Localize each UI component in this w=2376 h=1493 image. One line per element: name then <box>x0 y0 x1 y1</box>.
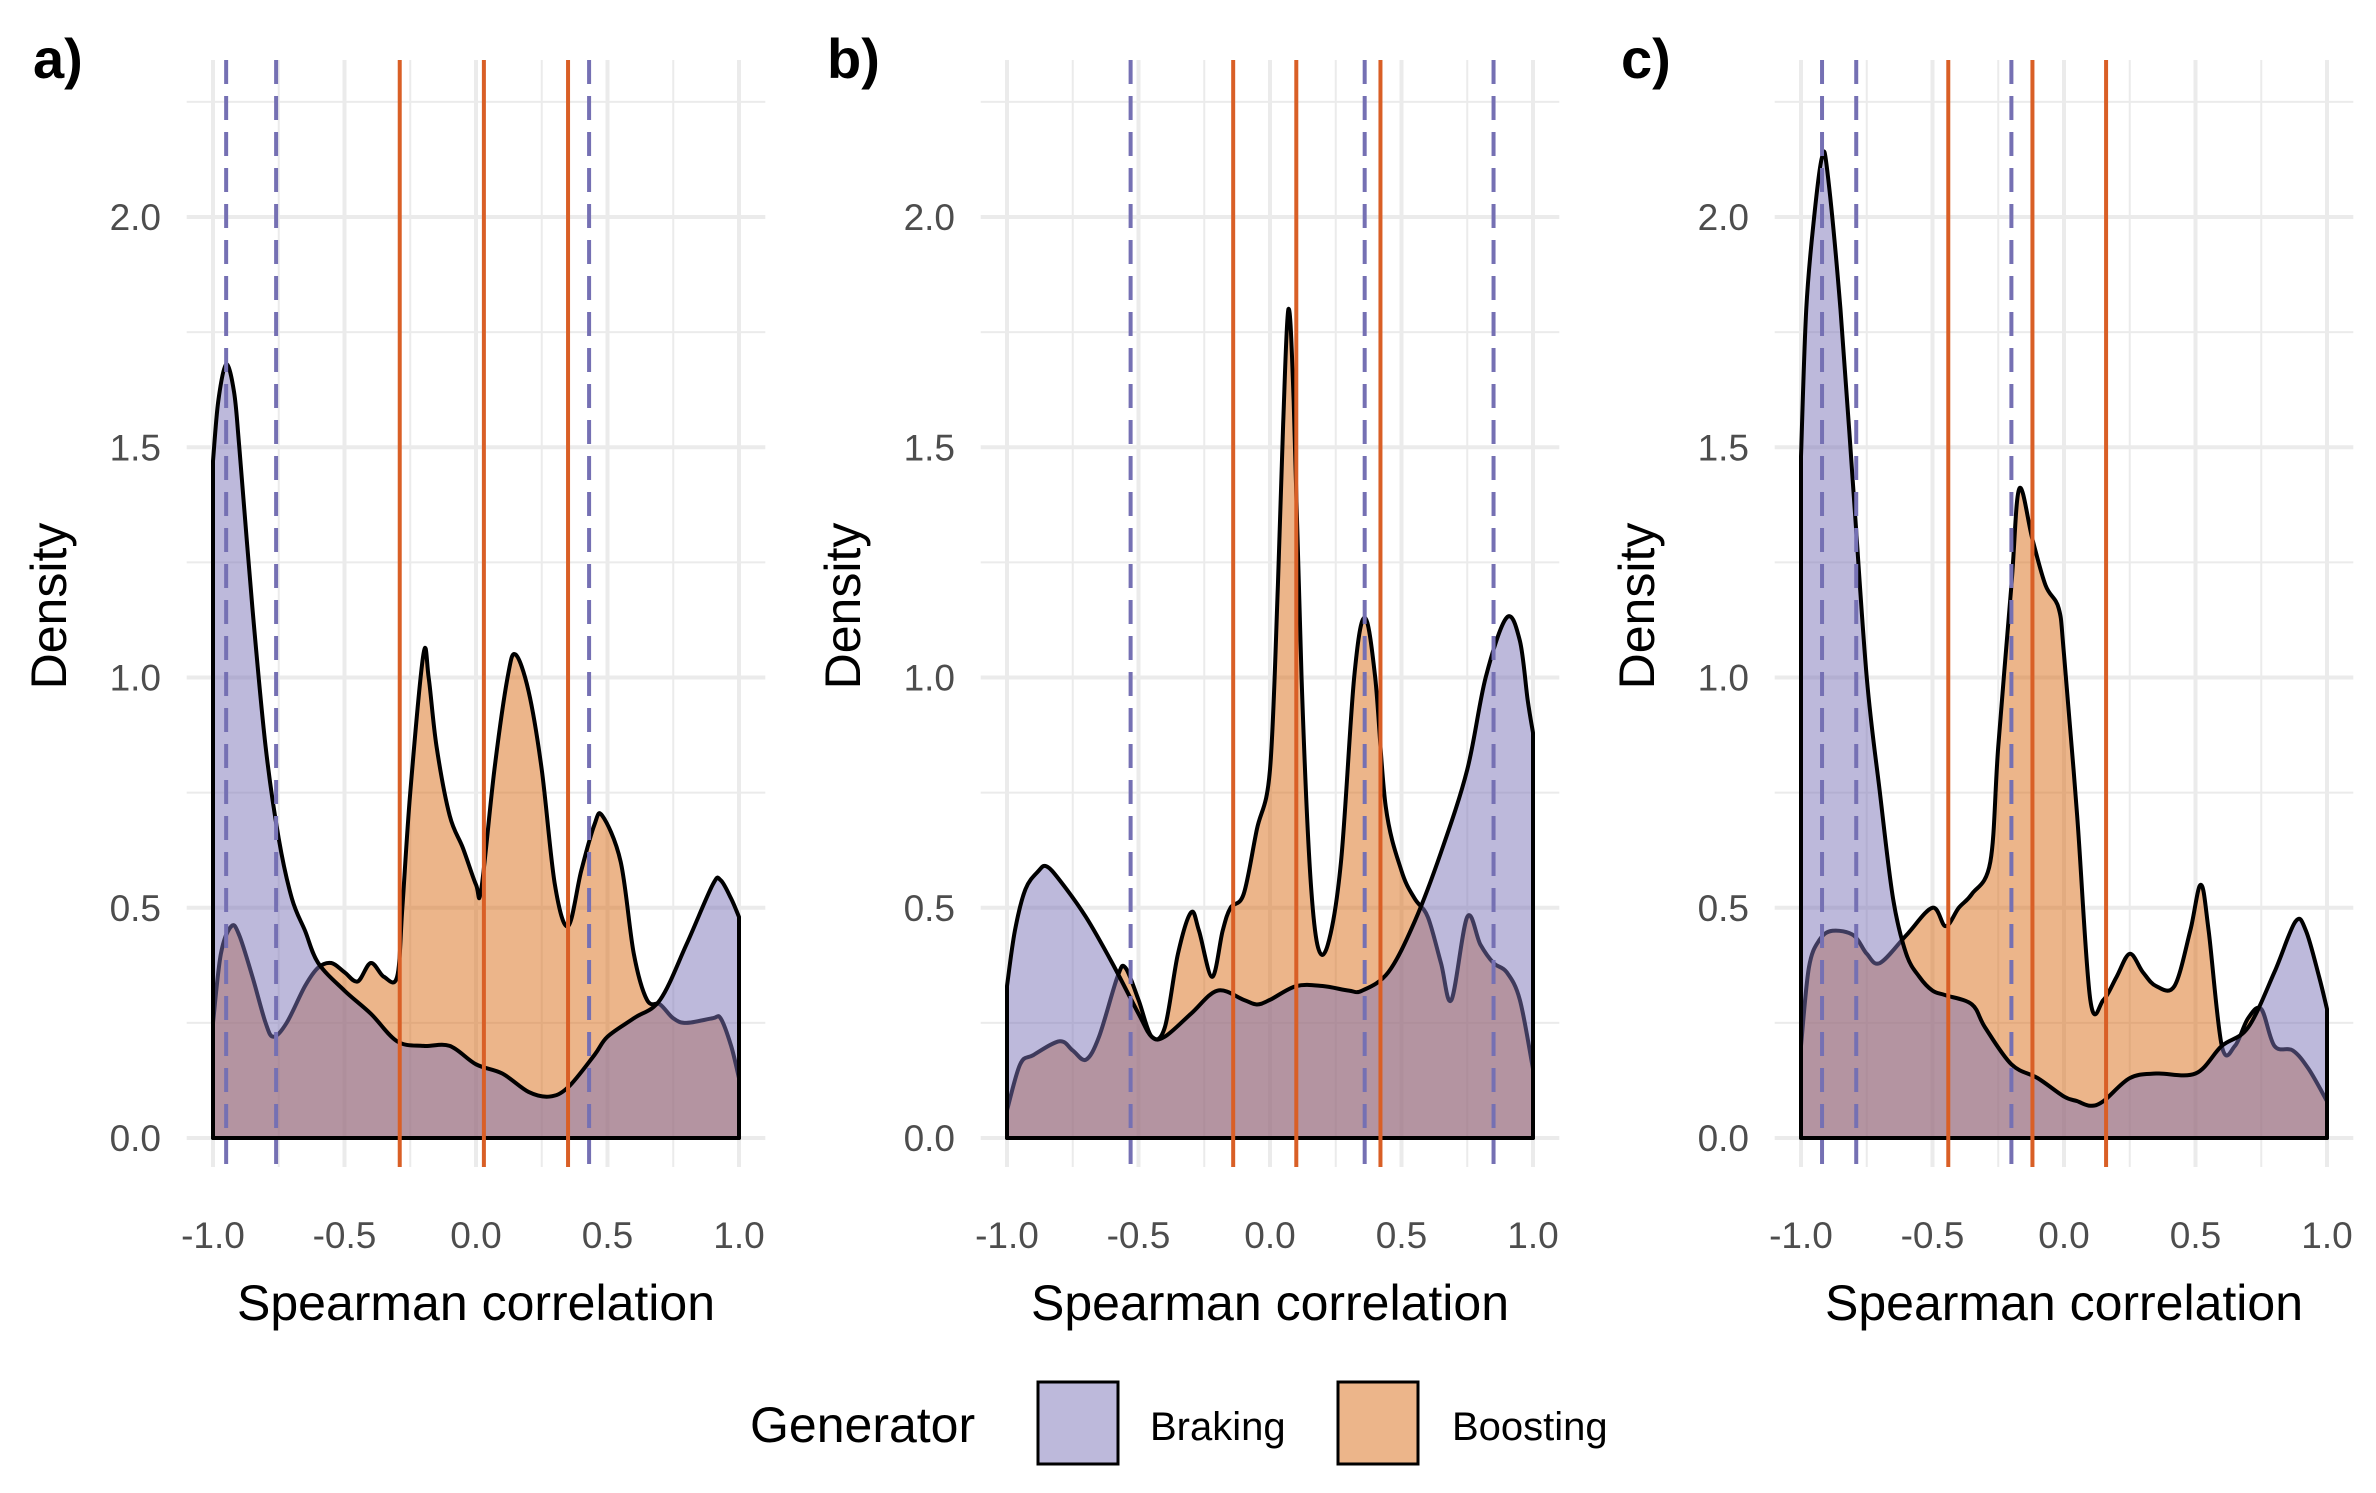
x-tick-label: 1.0 <box>1507 1215 1558 1256</box>
panel-label: b) <box>827 27 880 90</box>
y-axis-title: Density <box>815 523 871 690</box>
x-tick-label: 0.5 <box>1376 1215 1427 1256</box>
y-tick-label: 1.0 <box>1698 658 1749 699</box>
x-tick-label: -1.0 <box>1769 1215 1833 1256</box>
x-tick-label: -0.5 <box>1107 1215 1171 1256</box>
y-axis-title: Density <box>1609 523 1665 690</box>
x-tick-label: 0.5 <box>582 1215 633 1256</box>
legend: Generator Braking Boosting <box>750 1380 1608 1466</box>
y-tick-label: 0.5 <box>1698 888 1749 929</box>
y-tick-label: 1.0 <box>110 658 161 699</box>
density-area-braking <box>1005 614 1535 1140</box>
y-tick-label: 0.0 <box>904 1118 955 1159</box>
x-tick-label: 0.0 <box>2038 1215 2089 1256</box>
panel-a: 0.0 0.5 1.0 1.5 2.0 -1.0 -0.5 0.0 0.5 1.0 Spearman… <box>21 27 766 1331</box>
density-area-braking <box>211 362 741 1140</box>
y-tick-label: 0.0 <box>110 1118 161 1159</box>
panels: 0.0 0.5 1.0 1.5 2.0 -1.0 -0.5 0.0 0.5 1.0 Spearman… <box>21 27 2354 1331</box>
y-tick-label: 0.5 <box>904 888 955 929</box>
y-tick-label: 1.5 <box>1698 427 1749 468</box>
panel-c: 0.0 0.5 1.0 1.5 2.0 -1.0 -0.5 0.0 0.5 1.0 Spearman… <box>1609 27 2354 1331</box>
x-tick-label: 1.0 <box>2301 1215 2352 1256</box>
x-axis-title: Spearman correlation <box>1031 1275 1509 1331</box>
x-tick-label: -0.5 <box>313 1215 377 1256</box>
y-tick-label: 0.0 <box>1698 1118 1749 1159</box>
legend-title: Generator <box>750 1397 975 1453</box>
x-tick-label: 0.5 <box>2170 1215 2221 1256</box>
y-tick-label: 2.0 <box>904 197 955 238</box>
x-axis-title: Spearman correlation <box>1825 1275 2303 1331</box>
density-area-braking <box>1799 149 2329 1140</box>
x-tick-label: -1.0 <box>975 1215 1039 1256</box>
x-tick-label: -1.0 <box>181 1215 245 1256</box>
y-axis-title: Density <box>21 523 77 690</box>
x-tick-label: -0.5 <box>1901 1215 1965 1256</box>
y-tick-label: 0.5 <box>110 888 161 929</box>
panel-label: a) <box>33 27 83 90</box>
x-tick-label: 1.0 <box>713 1215 764 1256</box>
y-tick-label: 1.5 <box>110 427 161 468</box>
y-tick-label: 2.0 <box>1698 197 1749 238</box>
y-tick-label: 2.0 <box>110 197 161 238</box>
y-tick-label: 1.5 <box>904 427 955 468</box>
legend-key-boosting <box>1336 1380 1420 1466</box>
panel-label: c) <box>1621 27 1671 90</box>
legend-key-braking <box>1036 1380 1120 1466</box>
x-tick-label: 0.0 <box>1244 1215 1295 1256</box>
x-axis-title: Spearman correlation <box>237 1275 715 1331</box>
legend-label-boosting: Boosting <box>1452 1405 1608 1449</box>
legend-label-braking: Braking <box>1150 1405 1286 1449</box>
y-tick-label: 1.0 <box>904 658 955 699</box>
x-tick-label: 0.0 <box>450 1215 501 1256</box>
panel-b: 0.0 0.5 1.0 1.5 2.0 -1.0 -0.5 0.0 0.5 1.0 Spearman… <box>815 27 1560 1331</box>
